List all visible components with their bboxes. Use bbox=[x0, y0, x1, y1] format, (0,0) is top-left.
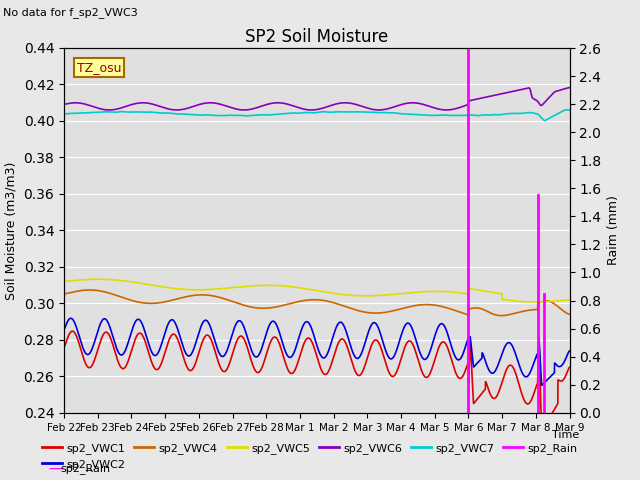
sp2_VWC4 bbox=[254, 305, 262, 311]
sp2_VWC4 bbox=[148, 300, 156, 306]
sp2_VWC7 bbox=[541, 118, 548, 123]
Line: sp2_VWC2: sp2_VWC2 bbox=[64, 318, 570, 385]
sp2_VWC7 bbox=[501, 111, 509, 117]
sp2_VWC1 bbox=[538, 428, 546, 433]
sp2_VWC4 bbox=[502, 312, 509, 318]
sp2_VWC6 bbox=[173, 107, 180, 113]
sp2_VWC2 bbox=[118, 352, 125, 358]
sp2_VWC7 bbox=[562, 107, 570, 113]
sp2_VWC4 bbox=[566, 312, 573, 317]
sp2_VWC2 bbox=[538, 383, 546, 388]
sp2_VWC4 bbox=[556, 305, 564, 311]
sp2_VWC2 bbox=[60, 326, 68, 332]
sp2_VWC2 bbox=[276, 331, 284, 337]
sp2_VWC6 bbox=[566, 84, 573, 90]
sp2_VWC6 bbox=[254, 105, 262, 110]
sp2_VWC5 bbox=[531, 299, 538, 305]
sp2_VWC1 bbox=[276, 342, 284, 348]
sp2_VWC2 bbox=[566, 348, 573, 354]
Legend: sp2_VWC1, sp2_VWC2, sp2_VWC4, sp2_VWC5, sp2_VWC6, sp2_VWC7, sp2_Rain: sp2_VWC1, sp2_VWC2, sp2_VWC4, sp2_VWC5, … bbox=[38, 438, 582, 474]
Title: SP2 Soil Moisture: SP2 Soil Moisture bbox=[245, 28, 388, 47]
sp2_VWC7 bbox=[566, 107, 573, 113]
Y-axis label: Soil Moisture (m3/m3): Soil Moisture (m3/m3) bbox=[5, 161, 18, 300]
Text: No data for f_sp2_VWC3: No data for f_sp2_VWC3 bbox=[3, 7, 138, 18]
sp2_VWC6 bbox=[276, 100, 284, 106]
sp2_VWC6 bbox=[60, 101, 68, 107]
sp2_VWC5 bbox=[566, 297, 573, 303]
sp2_VWC7 bbox=[60, 111, 68, 117]
sp2_VWC2 bbox=[556, 364, 564, 370]
Text: sp2_Rain: sp2_Rain bbox=[61, 463, 111, 474]
sp2_VWC4 bbox=[60, 291, 68, 297]
sp2_VWC6 bbox=[148, 101, 156, 107]
sp2_VWC6 bbox=[118, 105, 125, 111]
sp2_VWC1 bbox=[118, 365, 125, 371]
sp2_VWC5 bbox=[148, 282, 156, 288]
sp2_VWC1 bbox=[502, 370, 509, 375]
sp2_VWC1 bbox=[60, 344, 68, 350]
sp2_VWC2 bbox=[502, 343, 509, 348]
Line: sp2_VWC5: sp2_VWC5 bbox=[64, 279, 570, 302]
sp2_VWC2 bbox=[67, 315, 75, 321]
sp2_VWC4 bbox=[86, 287, 93, 293]
sp2_VWC1 bbox=[556, 378, 564, 384]
Line: sp2_VWC1: sp2_VWC1 bbox=[64, 331, 570, 431]
sp2_VWC1 bbox=[566, 364, 573, 370]
sp2_VWC5 bbox=[556, 298, 564, 303]
sp2_VWC6 bbox=[502, 90, 509, 96]
sp2_VWC7 bbox=[254, 112, 262, 118]
sp2_VWC1 bbox=[68, 328, 76, 334]
sp2_VWC4 bbox=[497, 313, 505, 319]
Line: sp2_VWC7: sp2_VWC7 bbox=[64, 110, 570, 120]
sp2_VWC5 bbox=[60, 278, 68, 284]
sp2_VWC5 bbox=[254, 283, 262, 288]
sp2_VWC2 bbox=[254, 353, 262, 359]
Text: Time: Time bbox=[552, 430, 579, 440]
sp2_VWC6 bbox=[556, 87, 564, 93]
Y-axis label: Raim (mm): Raim (mm) bbox=[607, 195, 620, 265]
sp2_VWC4 bbox=[118, 294, 125, 300]
sp2_VWC1 bbox=[254, 370, 262, 375]
Line: sp2_VWC6: sp2_VWC6 bbox=[64, 87, 570, 110]
sp2_VWC5 bbox=[276, 283, 284, 288]
Line: sp2_VWC4: sp2_VWC4 bbox=[64, 290, 570, 316]
sp2_VWC7 bbox=[276, 111, 284, 117]
sp2_VWC7 bbox=[148, 109, 156, 115]
sp2_VWC2 bbox=[148, 349, 156, 355]
sp2_VWC5 bbox=[502, 297, 509, 303]
sp2_VWC5 bbox=[118, 277, 125, 283]
sp2_VWC4 bbox=[276, 303, 284, 309]
Text: —: — bbox=[48, 460, 63, 476]
Text: TZ_osu: TZ_osu bbox=[77, 61, 121, 74]
sp2_VWC5 bbox=[95, 276, 103, 282]
sp2_VWC7 bbox=[118, 108, 125, 114]
sp2_VWC1 bbox=[148, 360, 156, 365]
sp2_VWC7 bbox=[556, 110, 564, 116]
